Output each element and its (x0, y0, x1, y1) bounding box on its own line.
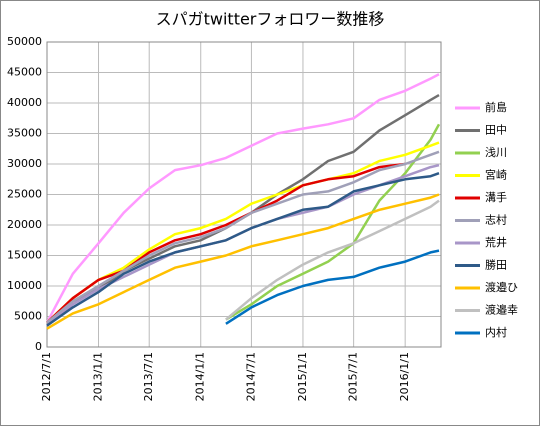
legend-label: 勝田 (485, 258, 507, 272)
legend-label: 浅川 (485, 146, 507, 159)
legend-label: 志村 (485, 213, 507, 227)
series-line (46, 150, 440, 324)
chart-title: スパガtwitterフォロワー数推移 (156, 10, 385, 29)
x-tick-label: 2014/1/1 (194, 352, 207, 401)
legend-label: 渡邉ひ (485, 280, 518, 294)
x-tick-label: 2012/7/1 (40, 352, 53, 401)
y-tick-label: 45000 (7, 66, 42, 79)
y-tick-label: 10000 (7, 279, 42, 292)
legend-label: 宮崎 (485, 168, 507, 182)
x-tick-label: 2016/1/1 (398, 352, 411, 401)
y-tick-label: 20000 (7, 218, 42, 231)
y-tick-label: 15000 (7, 249, 42, 262)
series-line (46, 193, 440, 330)
series-line (45, 73, 440, 324)
legend-label: 溝手 (485, 190, 507, 204)
y-tick-label: 25000 (7, 188, 42, 201)
series-line (46, 162, 406, 324)
plot-border (46, 41, 442, 348)
series-line (225, 199, 440, 321)
x-tick-label: 2014/7/1 (244, 352, 257, 401)
x-tick-label: 2015/7/1 (347, 352, 360, 401)
legend-label: 田中 (485, 124, 507, 137)
x-tick-label: 2013/1/1 (92, 352, 105, 401)
legend-label: 内村 (485, 325, 507, 339)
y-tick-label: 40000 (7, 96, 42, 109)
y-tick-label: 30000 (7, 157, 42, 170)
legend-label: 前島 (485, 100, 507, 114)
series-line (46, 141, 440, 324)
x-tick-label: 2013/7/1 (142, 352, 155, 401)
y-tick-label: 0 (35, 340, 42, 353)
legend-label: 渡邉幸 (485, 303, 518, 317)
y-tick-label: 35000 (7, 127, 42, 140)
x-tick-label: 2015/1/1 (296, 352, 309, 401)
y-tick-label: 50000 (7, 35, 42, 48)
series-line (225, 123, 441, 321)
legend-label: 荒井 (485, 235, 507, 249)
series-line (46, 172, 440, 327)
y-tick-label: 5000 (14, 310, 42, 323)
series-line (225, 249, 440, 325)
